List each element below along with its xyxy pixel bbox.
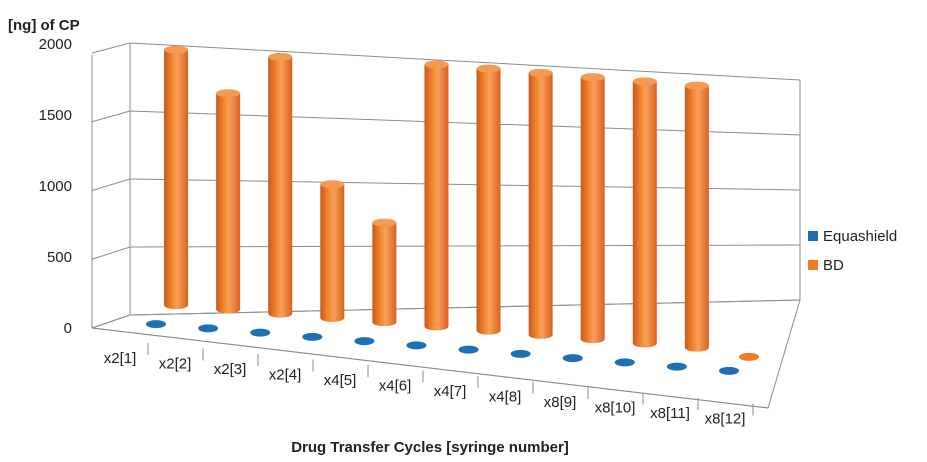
x-tick-label: x2[4] [269,367,302,384]
x-axis-title: Drug Transfer Cycles [syringe number] [291,439,569,456]
bd-bar-top [528,68,553,77]
equashield-marker [302,332,323,341]
x-tick-label: x8[11] [650,405,690,422]
equashield-marker [458,345,479,354]
equashield-marker [718,366,739,375]
bd-bar [528,68,553,339]
bd-bar [632,77,657,348]
bd-bar [424,60,449,331]
bd-bar-body [580,77,605,344]
bd-bar [372,218,397,327]
bd-bar-top [216,89,241,98]
equashield-marker [250,328,271,337]
x-tick-label: x2[1] [104,350,137,367]
bd-bar-body [268,56,293,318]
bd-bar-body [528,72,553,339]
bd-bar-top [424,60,449,69]
x-axis-line [91,327,769,409]
x-tick-label: x8[10] [595,400,636,417]
y-axis: 0 500 1000 1500 2000 [39,36,72,337]
legend-label: Equashield [823,228,897,245]
x-tick-label: x4[8] [489,389,522,406]
equashield-marker [406,341,427,350]
x-tick-label: x4[7] [434,383,467,400]
x-tick-label: x8[9] [544,394,577,411]
y-tick-label: 1500 [39,107,72,124]
y-tick-label: 0 [64,320,72,337]
bd-bar-body [216,93,241,314]
legend-swatch [808,260,818,270]
legend: Equashield BD [808,228,897,274]
legend-label: BD [823,257,844,274]
bd-bar [164,45,189,310]
bd-bar [320,180,345,322]
bd-bar [268,52,293,318]
equashield-marker [666,362,687,371]
equashield-marker [510,349,531,358]
bd-bar-body [684,85,709,352]
bd-bar-body [632,81,657,348]
x-tick-label: x4[5] [324,372,357,389]
bars-layer [146,45,759,375]
side-gridline [91,42,131,54]
equashield-marker [614,358,635,367]
x-tick-label: x4[6] [379,378,412,395]
bd-bar-body [424,64,449,331]
bd-bar-top [476,64,501,73]
equashield-marker [354,337,375,346]
bd-bar [580,73,605,344]
bd-bar-body [476,68,501,335]
bd-bar [684,81,709,352]
gridline [129,42,801,81]
side-gridline [91,246,131,260]
x-tick-label: x2[3] [214,361,247,378]
y-axis-title: [ng] of CP [8,17,80,34]
bd-bar-top [632,77,657,86]
equashield-marker [146,320,167,329]
equashield-marker [562,354,583,363]
bd-bar-top [684,81,709,90]
bd-marker [738,352,759,361]
legend-swatch [808,231,818,241]
y-tick-label: 1000 [39,178,72,195]
chart-back-wall [91,42,801,329]
bd-bar-top [164,45,189,54]
bd-bar [476,64,501,335]
bd-bar-body [372,222,397,327]
bd-bar [216,89,241,314]
side-gridline [91,178,131,191]
bd-bar-top [268,52,293,61]
y-tick-label: 2000 [39,36,72,53]
x-tick-label: x2[2] [159,356,192,373]
bd-bar-top [580,73,605,82]
bd-bar-body [164,49,189,310]
bd-bar-top [372,218,397,227]
x-tick-label: x8[12] [705,411,746,428]
side-gridline [91,110,131,123]
x-axis: x2[1] x2[2] x2[3] x2[4] x4[5] x4[6] x4[7] x4[8]… [91,327,769,428]
bd-bar-top [320,180,345,189]
y-tick-label: 500 [47,249,72,266]
equashield-marker [198,324,219,333]
bd-bar-body [320,184,345,322]
